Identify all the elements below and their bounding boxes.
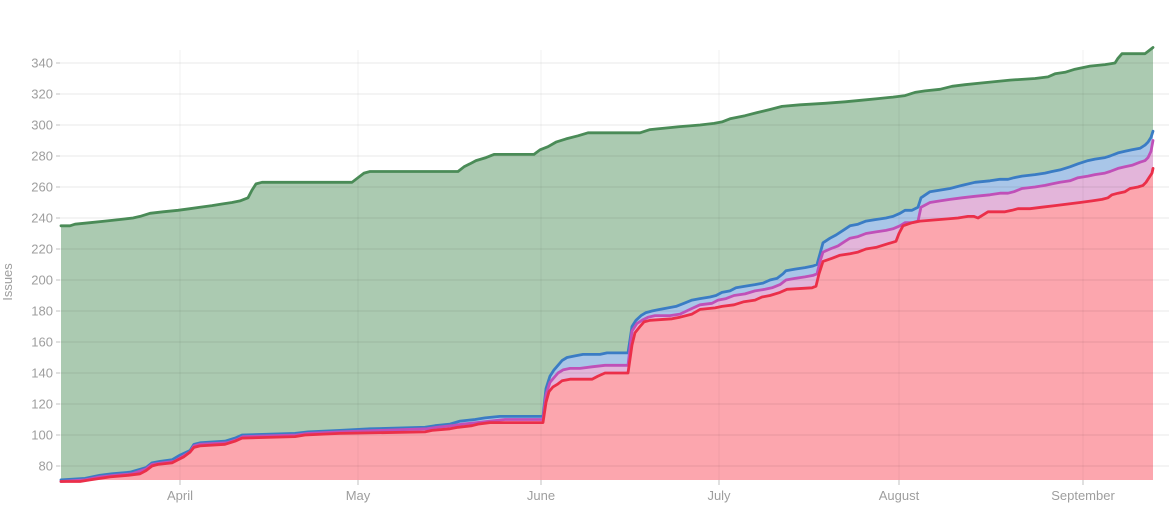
axis-labels: 80 100 120 140 160 180 200 220 240 260 280 300 320 34…: [31, 56, 1115, 504]
y-tick-label-160: 160: [31, 335, 53, 350]
x-tick-label-april: April: [167, 488, 193, 503]
x-tick-label-august: August: [879, 488, 920, 503]
y-tick-label-180: 180: [31, 304, 53, 319]
area-fills: [61, 47, 1153, 482]
x-tick-label-september: September: [1051, 488, 1115, 503]
y-tick-label-340: 340: [31, 56, 53, 71]
y-tick-label-260: 260: [31, 180, 53, 195]
magenta-middle-line: [59, 139, 1155, 483]
red-open-line: [59, 167, 1155, 483]
x-tick-label-may: May: [346, 488, 371, 503]
y-tick-label-120: 120: [31, 397, 53, 412]
x-tick-label-july: July: [707, 488, 731, 503]
y-axis-title: Issues: [0, 263, 15, 301]
axis-ticks: [56, 62, 1084, 485]
y-tick-label-200: 200: [31, 273, 53, 288]
y-tick-label-80: 80: [39, 459, 53, 474]
y-tick-label-240: 240: [31, 211, 53, 226]
y-tick-label-100: 100: [31, 428, 53, 443]
y-tick-label-320: 320: [31, 87, 53, 102]
gridlines: [58, 50, 1169, 480]
x-tick-label-june: June: [527, 488, 555, 503]
series-lines: [59, 46, 1155, 483]
y-tick-label-140: 140: [31, 366, 53, 381]
y-tick-label-220: 220: [31, 242, 53, 257]
blue-upper-line: [59, 129, 1155, 482]
y-tick-label-280: 280: [31, 149, 53, 164]
green-total-line: [59, 46, 1155, 228]
y-tick-label-300: 300: [31, 118, 53, 133]
